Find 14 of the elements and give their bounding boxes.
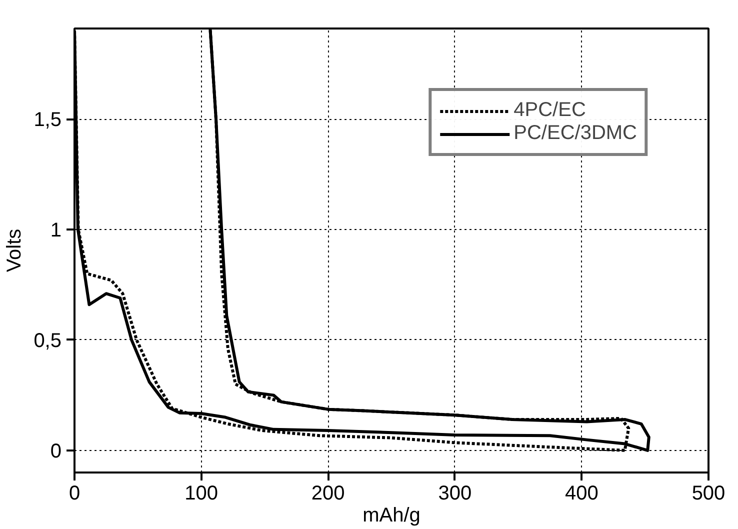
y-tick-label: 1,5 bbox=[34, 109, 62, 132]
y-tick-label: 0,5 bbox=[34, 330, 62, 352]
x-tick-label: 400 bbox=[565, 482, 598, 504]
y-axis-title: Volts bbox=[4, 228, 26, 272]
legend-label: PC/EC/3DMC bbox=[514, 122, 637, 145]
y-tick-label: 1 bbox=[50, 220, 62, 242]
x-tick-label: 100 bbox=[184, 482, 218, 504]
x-axis-title: mAh/g bbox=[362, 504, 420, 526]
x-tick-label: 500 bbox=[692, 482, 726, 504]
x-tick-label: 0 bbox=[68, 482, 80, 504]
x-tick-label: 200 bbox=[311, 482, 345, 504]
y-tick-label: 0 bbox=[50, 440, 62, 462]
x-tick-label: 300 bbox=[438, 482, 472, 504]
legend-label: 4PC/EC bbox=[514, 99, 586, 122]
